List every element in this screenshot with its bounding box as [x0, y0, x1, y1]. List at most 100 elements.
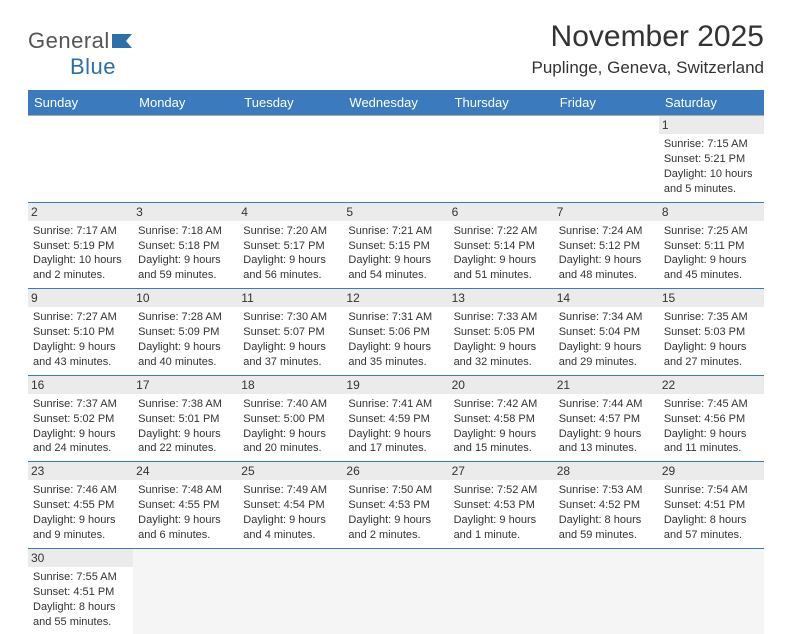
sunrise-text: Sunrise: 7:33 AM — [454, 310, 549, 325]
calendar-week-row: 23Sunrise: 7:46 AMSunset: 4:55 PMDayligh… — [28, 462, 764, 549]
location-subtitle: Puplinge, Geneva, Switzerland — [532, 58, 764, 78]
day-number: 15 — [659, 289, 764, 307]
page-header: GeneralBlue November 2025 Puplinge, Gene… — [28, 20, 764, 80]
daylight1-text: Daylight: 8 hours — [33, 600, 128, 615]
sunrise-text: Sunrise: 7:49 AM — [243, 483, 338, 498]
sunset-text: Sunset: 5:04 PM — [559, 325, 654, 340]
daylight2-text: and 17 minutes. — [348, 441, 443, 456]
sunrise-text: Sunrise: 7:45 AM — [664, 397, 759, 412]
calendar-day-cell: 10Sunrise: 7:28 AMSunset: 5:09 PMDayligh… — [133, 289, 238, 376]
sunset-text: Sunset: 4:53 PM — [454, 498, 549, 513]
sunrise-text: Sunrise: 7:37 AM — [33, 397, 128, 412]
sunrise-text: Sunrise: 7:25 AM — [664, 224, 759, 239]
day-number: 17 — [133, 376, 238, 394]
daylight1-text: Daylight: 9 hours — [348, 427, 443, 442]
daylight1-text: Daylight: 9 hours — [664, 253, 759, 268]
calendar-day-cell — [238, 116, 343, 203]
daylight2-text: and 32 minutes. — [454, 355, 549, 370]
daylight2-text: and 57 minutes. — [664, 528, 759, 543]
day-number: 22 — [659, 376, 764, 394]
sunset-text: Sunset: 4:57 PM — [559, 412, 654, 427]
daylight2-text: and 54 minutes. — [348, 268, 443, 283]
calendar-day-cell: 4Sunrise: 7:20 AMSunset: 5:17 PMDaylight… — [238, 202, 343, 289]
calendar-day-cell: 28Sunrise: 7:53 AMSunset: 4:52 PMDayligh… — [554, 462, 659, 549]
calendar-day-cell: 30Sunrise: 7:55 AMSunset: 4:51 PMDayligh… — [28, 548, 133, 634]
calendar-day-cell: 25Sunrise: 7:49 AMSunset: 4:54 PMDayligh… — [238, 462, 343, 549]
sunset-text: Sunset: 5:03 PM — [664, 325, 759, 340]
daylight2-text: and 2 minutes. — [348, 528, 443, 543]
sunrise-text: Sunrise: 7:24 AM — [559, 224, 654, 239]
daylight2-text: and 11 minutes. — [664, 441, 759, 456]
calendar-day-cell — [449, 116, 554, 203]
sunset-text: Sunset: 5:02 PM — [33, 412, 128, 427]
day-header: Friday — [554, 90, 659, 116]
sunset-text: Sunset: 4:52 PM — [559, 498, 654, 513]
daylight2-text: and 59 minutes. — [138, 268, 233, 283]
daylight1-text: Daylight: 9 hours — [33, 340, 128, 355]
daylight1-text: Daylight: 9 hours — [243, 340, 338, 355]
brand-name-part1: General — [28, 28, 110, 53]
sunset-text: Sunset: 4:59 PM — [348, 412, 443, 427]
day-number: 20 — [449, 376, 554, 394]
day-number: 21 — [554, 376, 659, 394]
day-number: 12 — [343, 289, 448, 307]
sunset-text: Sunset: 5:01 PM — [138, 412, 233, 427]
day-number: 2 — [28, 203, 133, 221]
sunrise-text: Sunrise: 7:48 AM — [138, 483, 233, 498]
calendar-day-cell: 9Sunrise: 7:27 AMSunset: 5:10 PMDaylight… — [28, 289, 133, 376]
calendar-week-row: 1Sunrise: 7:15 AMSunset: 5:21 PMDaylight… — [28, 116, 764, 203]
calendar-day-cell: 23Sunrise: 7:46 AMSunset: 4:55 PMDayligh… — [28, 462, 133, 549]
daylight1-text: Daylight: 10 hours — [664, 167, 759, 182]
daylight2-text: and 48 minutes. — [559, 268, 654, 283]
sunset-text: Sunset: 5:17 PM — [243, 239, 338, 254]
day-header: Wednesday — [343, 90, 448, 116]
sunset-text: Sunset: 4:51 PM — [664, 498, 759, 513]
daylight2-text: and 51 minutes. — [454, 268, 549, 283]
brand-name-part2: Blue — [70, 54, 116, 79]
calendar-day-cell: 5Sunrise: 7:21 AMSunset: 5:15 PMDaylight… — [343, 202, 448, 289]
daylight2-text: and 37 minutes. — [243, 355, 338, 370]
sunset-text: Sunset: 5:06 PM — [348, 325, 443, 340]
day-number: 16 — [28, 376, 133, 394]
calendar-day-cell: 15Sunrise: 7:35 AMSunset: 5:03 PMDayligh… — [659, 289, 764, 376]
day-number: 25 — [238, 462, 343, 480]
daylight1-text: Daylight: 9 hours — [454, 427, 549, 442]
daylight1-text: Daylight: 9 hours — [348, 513, 443, 528]
daylight2-text: and 22 minutes. — [138, 441, 233, 456]
sunrise-text: Sunrise: 7:21 AM — [348, 224, 443, 239]
daylight2-text: and 5 minutes. — [664, 182, 759, 197]
calendar-day-cell: 27Sunrise: 7:52 AMSunset: 4:53 PMDayligh… — [449, 462, 554, 549]
sunrise-text: Sunrise: 7:52 AM — [454, 483, 549, 498]
daylight1-text: Daylight: 8 hours — [559, 513, 654, 528]
sunset-text: Sunset: 5:12 PM — [559, 239, 654, 254]
sunrise-text: Sunrise: 7:55 AM — [33, 570, 128, 585]
day-number: 14 — [554, 289, 659, 307]
calendar-week-row: 2Sunrise: 7:17 AMSunset: 5:19 PMDaylight… — [28, 202, 764, 289]
daylight1-text: Daylight: 9 hours — [454, 253, 549, 268]
daylight1-text: Daylight: 10 hours — [33, 253, 128, 268]
daylight1-text: Daylight: 9 hours — [559, 427, 654, 442]
daylight2-text: and 45 minutes. — [664, 268, 759, 283]
calendar-day-cell — [554, 548, 659, 634]
daylight1-text: Daylight: 9 hours — [138, 513, 233, 528]
daylight2-text: and 1 minute. — [454, 528, 549, 543]
calendar-day-cell: 18Sunrise: 7:40 AMSunset: 5:00 PMDayligh… — [238, 375, 343, 462]
sunrise-text: Sunrise: 7:17 AM — [33, 224, 128, 239]
sunset-text: Sunset: 4:51 PM — [33, 585, 128, 600]
day-number: 10 — [133, 289, 238, 307]
daylight2-text: and 56 minutes. — [243, 268, 338, 283]
daylight2-text: and 9 minutes. — [33, 528, 128, 543]
sunset-text: Sunset: 4:55 PM — [138, 498, 233, 513]
sunset-text: Sunset: 5:11 PM — [664, 239, 759, 254]
day-number: 1 — [659, 116, 764, 134]
calendar-day-cell: 8Sunrise: 7:25 AMSunset: 5:11 PMDaylight… — [659, 202, 764, 289]
day-number: 26 — [343, 462, 448, 480]
calendar-day-cell: 12Sunrise: 7:31 AMSunset: 5:06 PMDayligh… — [343, 289, 448, 376]
calendar-day-cell — [554, 116, 659, 203]
sunrise-text: Sunrise: 7:46 AM — [33, 483, 128, 498]
day-header: Thursday — [449, 90, 554, 116]
title-block: November 2025 Puplinge, Geneva, Switzerl… — [532, 20, 764, 78]
daylight2-text: and 20 minutes. — [243, 441, 338, 456]
daylight1-text: Daylight: 9 hours — [33, 513, 128, 528]
sunrise-text: Sunrise: 7:35 AM — [664, 310, 759, 325]
